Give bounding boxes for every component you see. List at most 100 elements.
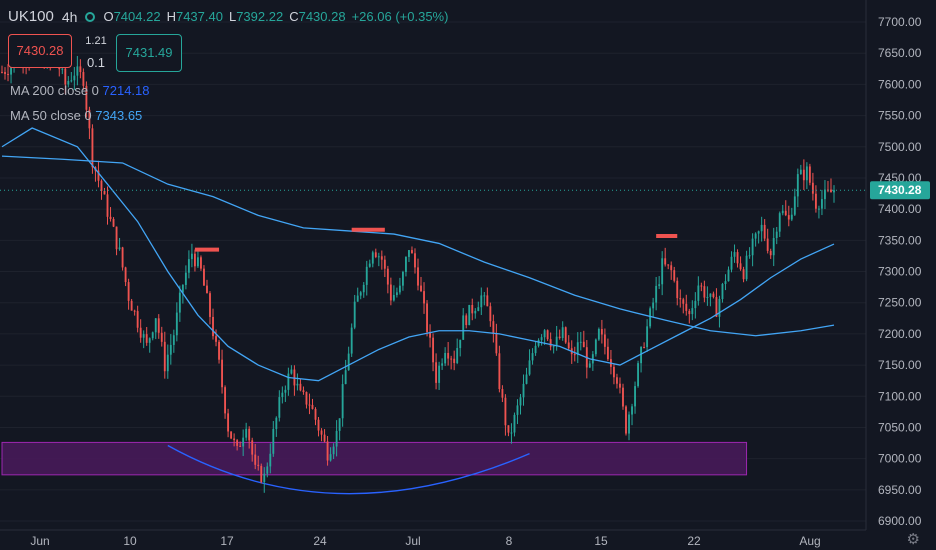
candle-body xyxy=(706,296,709,298)
candle-body xyxy=(498,353,501,390)
candle-body xyxy=(444,352,447,364)
x-tick-label: 22 xyxy=(687,534,701,548)
candle-body xyxy=(754,233,757,239)
candle-body xyxy=(534,345,537,354)
candle-body xyxy=(347,353,350,371)
candle-body xyxy=(543,330,546,338)
rounded-bottom-arc[interactable] xyxy=(167,444,530,495)
candle-body xyxy=(290,369,293,374)
candle-body xyxy=(209,293,211,317)
candle-body xyxy=(115,226,118,250)
candle-body xyxy=(751,238,754,256)
ma200-value: 7214.18 xyxy=(102,83,150,98)
candle-body xyxy=(712,293,715,298)
candle-body xyxy=(374,252,377,257)
candle-body xyxy=(670,265,673,271)
candle-body xyxy=(438,365,441,383)
candle-body xyxy=(254,454,257,465)
candle-body xyxy=(576,342,579,355)
last-price-label: 7430.28 xyxy=(878,183,922,197)
ma200-line[interactable] xyxy=(1,155,835,337)
candle-body xyxy=(380,256,383,260)
candle-body xyxy=(561,327,564,339)
candle-body xyxy=(1,71,3,73)
candle-body xyxy=(435,362,438,383)
candle-body xyxy=(296,383,299,386)
candle-body xyxy=(655,285,658,303)
candle-body xyxy=(658,284,661,286)
candle-body xyxy=(745,255,748,280)
candle-body xyxy=(685,303,688,311)
candle-body xyxy=(365,266,368,285)
symbol-label[interactable]: UK100 xyxy=(8,8,54,25)
candle-body xyxy=(513,414,516,433)
y-tick-label: 7550.00 xyxy=(878,109,922,123)
candle-body xyxy=(266,466,269,474)
candle-body xyxy=(805,166,808,181)
candle-body xyxy=(784,210,787,216)
price-axis[interactable]: 7700.007650.007600.007550.007500.007450.… xyxy=(865,0,936,550)
candle-body xyxy=(691,308,694,315)
candle-body xyxy=(507,425,510,433)
candle-body xyxy=(287,373,290,390)
candle-body xyxy=(625,406,627,434)
candle-body xyxy=(311,404,314,409)
candle-body xyxy=(248,428,251,441)
gear-icon[interactable]: ⚙ xyxy=(906,531,920,548)
candle-body xyxy=(305,392,308,405)
y-tick-label: 7500.00 xyxy=(878,140,922,154)
ma50-line[interactable] xyxy=(1,127,835,382)
candle-body xyxy=(61,68,64,70)
candle-body xyxy=(793,196,796,215)
candle-body xyxy=(417,267,419,286)
y-tick-label: 6900.00 xyxy=(878,514,922,528)
candle-body xyxy=(441,363,444,366)
candle-body xyxy=(824,189,826,200)
candle-body xyxy=(398,285,401,293)
interval-label[interactable]: 4h xyxy=(61,8,78,25)
candle-body xyxy=(392,295,395,301)
candle-body xyxy=(646,326,649,348)
candle-body xyxy=(531,353,534,361)
candle-body xyxy=(103,190,106,195)
candle-body xyxy=(257,464,260,466)
candle-body xyxy=(420,285,422,292)
x-tick-label: 24 xyxy=(313,534,327,548)
buy-button[interactable]: 7431.49 xyxy=(116,34,182,72)
candle-body xyxy=(200,257,202,269)
x-tick-label: Jun xyxy=(30,534,49,548)
candle-body xyxy=(489,306,492,322)
candle-body xyxy=(260,465,263,482)
candle-body xyxy=(676,280,679,299)
candle-body xyxy=(323,434,326,442)
candle-body xyxy=(480,295,483,308)
candle-body xyxy=(622,387,624,407)
candle-body xyxy=(414,253,416,268)
candle-body xyxy=(335,430,338,447)
sell-button[interactable]: 7430.28 xyxy=(8,34,72,68)
candle-body xyxy=(121,247,124,268)
candle-body xyxy=(224,387,227,414)
time-axis[interactable]: Jun 10 17 24 Jul 8 15 22 Aug xyxy=(0,529,866,548)
candle-body xyxy=(664,258,667,265)
candle-body xyxy=(766,238,769,251)
y-tick-label: 6950.00 xyxy=(878,483,922,497)
candle-body xyxy=(579,341,582,343)
candle-body xyxy=(166,354,169,372)
candle-body xyxy=(760,224,763,232)
ma50-legend[interactable]: MA 50 close 0 7343.65 xyxy=(10,108,142,123)
ma200-label: MA 200 close 0 xyxy=(10,83,99,98)
candle-body xyxy=(85,85,88,110)
candle-body xyxy=(703,286,706,298)
candle-body xyxy=(429,332,431,338)
candle-body xyxy=(619,383,621,388)
y-tick-label: 7600.00 xyxy=(878,77,922,91)
candle-body xyxy=(558,336,561,339)
ma200-legend[interactable]: MA 200 close 0 7214.18 xyxy=(10,83,150,98)
candle-body xyxy=(739,263,742,270)
support-zone[interactable] xyxy=(1,441,748,476)
spread-display: 1.21 0.1 xyxy=(82,34,110,70)
candle-body xyxy=(212,316,214,337)
candle-body xyxy=(688,310,691,315)
